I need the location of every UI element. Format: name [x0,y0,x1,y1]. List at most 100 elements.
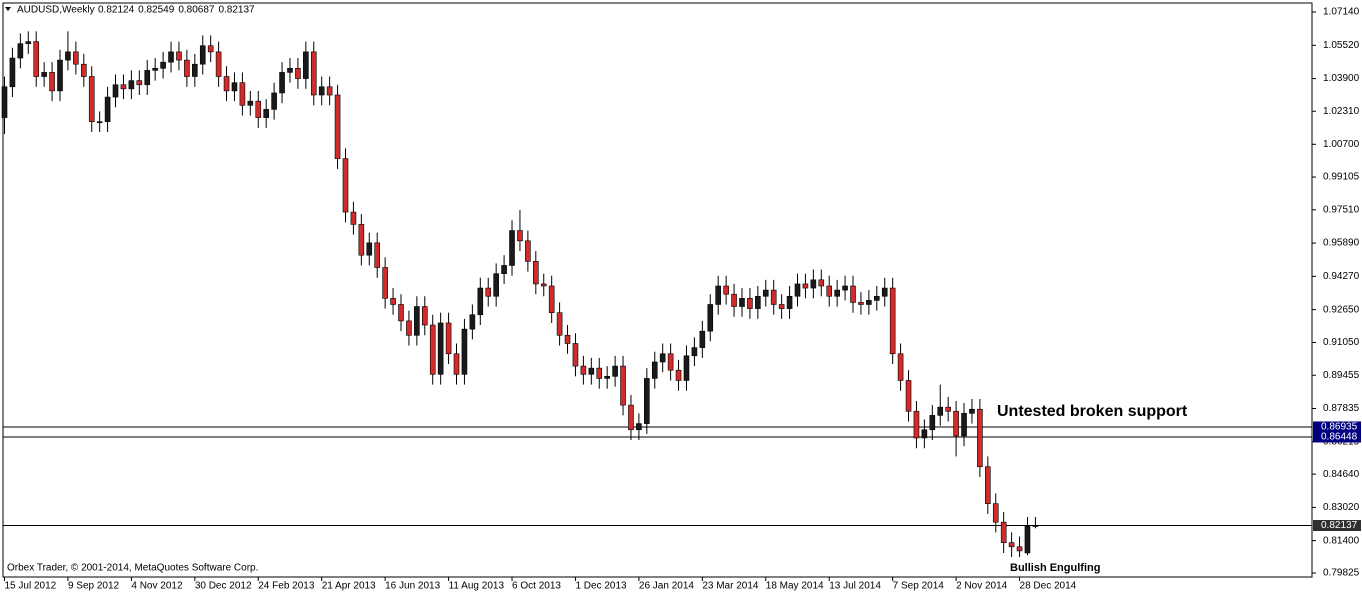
y-tick-label: 1.03900 [1323,73,1360,84]
candle-body [691,347,698,357]
candle-body [525,240,531,262]
candle-body [540,283,547,287]
candle-body [961,413,967,437]
y-tick-label: 0.81400 [1323,535,1360,546]
candle-body [501,265,507,274]
candle-body [358,224,365,256]
candle-body [287,68,293,73]
header-value: 0.82137 [218,5,255,16]
price-label-box [1313,431,1361,443]
candle-body [1008,542,1015,548]
candle-body [596,367,603,379]
header-value: 0.82124 [98,5,135,16]
price-label: 0.82137 [1321,520,1358,531]
x-tick-label: 7 Sep 2014 [893,581,945,592]
candle-body [794,283,801,297]
candle-body [421,306,428,326]
candle-body [715,285,722,305]
candle-body [406,320,412,336]
annotation: Untested broken support [997,403,1188,420]
y-tick-label: 0.94270 [1323,271,1360,282]
x-tick-label: 24 Feb 2013 [258,581,315,592]
x-tick-label: 11 Aug 2013 [449,581,505,592]
candle-body [866,300,872,305]
candle-body [770,289,777,305]
plot-frame [2,2,1313,578]
candle-body [985,466,991,504]
candle-body [334,94,341,159]
y-tick-label: 0.89455 [1323,370,1360,381]
candle-body [1000,521,1007,544]
copyright: Orbex Trader, © 2001-2014, MetaQuotes So… [7,563,258,574]
x-tick-label: 18 May 2014 [766,581,824,592]
candle-body [731,293,737,307]
candle-body [739,298,745,307]
candle-body [929,415,936,431]
candle-body [318,86,325,96]
candle-body [778,304,785,309]
candle-body [755,295,761,309]
candle-body [477,287,484,316]
candle-body [390,298,396,305]
candle-body [826,285,833,297]
candle-body [9,57,16,88]
candle-body [215,51,222,77]
x-tick-label: 13 Jul 2014 [829,581,881,592]
candle-body [81,63,87,77]
candle-body [382,267,388,299]
candle-body [17,43,24,59]
candle-body [374,242,381,268]
candle-body [644,378,650,424]
candle-body [310,51,317,96]
y-tick-label: 1.00700 [1323,139,1360,150]
candle-body [699,330,706,348]
candle-body [802,283,809,289]
candle-body [192,63,198,77]
candle-body [279,72,285,94]
candle-body [33,41,40,77]
candle-body [493,273,499,297]
candle-body [604,376,610,379]
candle-body [881,287,888,297]
y-tick-label: 1.07140 [1323,7,1360,18]
candle-body [556,312,563,336]
candle-body [620,365,626,406]
candle-body [231,82,238,92]
candle-body [786,295,793,309]
candle-body [572,343,579,367]
y-tick-label: 0.99105 [1323,172,1360,183]
menu-arrow [5,7,11,11]
candle-body [707,304,714,332]
candle-body [342,158,349,213]
candle-body [414,306,420,336]
x-tick-label: 6 Oct 2013 [512,581,561,592]
candle-body [628,404,634,431]
x-tick-label: 4 Nov 2012 [131,581,183,592]
candle-body [453,353,460,375]
candle-body [136,80,143,86]
candle-body [921,429,928,439]
candle-body [104,96,111,123]
candle-body [659,353,666,363]
candle-body [1024,525,1031,554]
candle-body [485,287,492,297]
candle-body [953,410,959,437]
candle-body [564,334,571,344]
candle-body [239,82,246,106]
candle-body [41,72,47,77]
candle-body [842,285,848,291]
x-tick-label: 1 Dec 2013 [575,581,627,592]
candle-body [112,84,119,98]
candle-body [437,322,444,375]
candle-body [255,100,262,118]
candle-body [445,322,452,355]
candle-body [588,367,595,375]
header-value: 0.80687 [178,5,215,16]
candle-body [49,72,55,92]
x-tick-label: 9 Sep 2012 [68,581,120,592]
price-label: 0.86935 [1321,422,1358,433]
x-tick-label: 16 Jun 2013 [385,581,440,592]
y-tick-label: 0.97510 [1323,204,1360,215]
